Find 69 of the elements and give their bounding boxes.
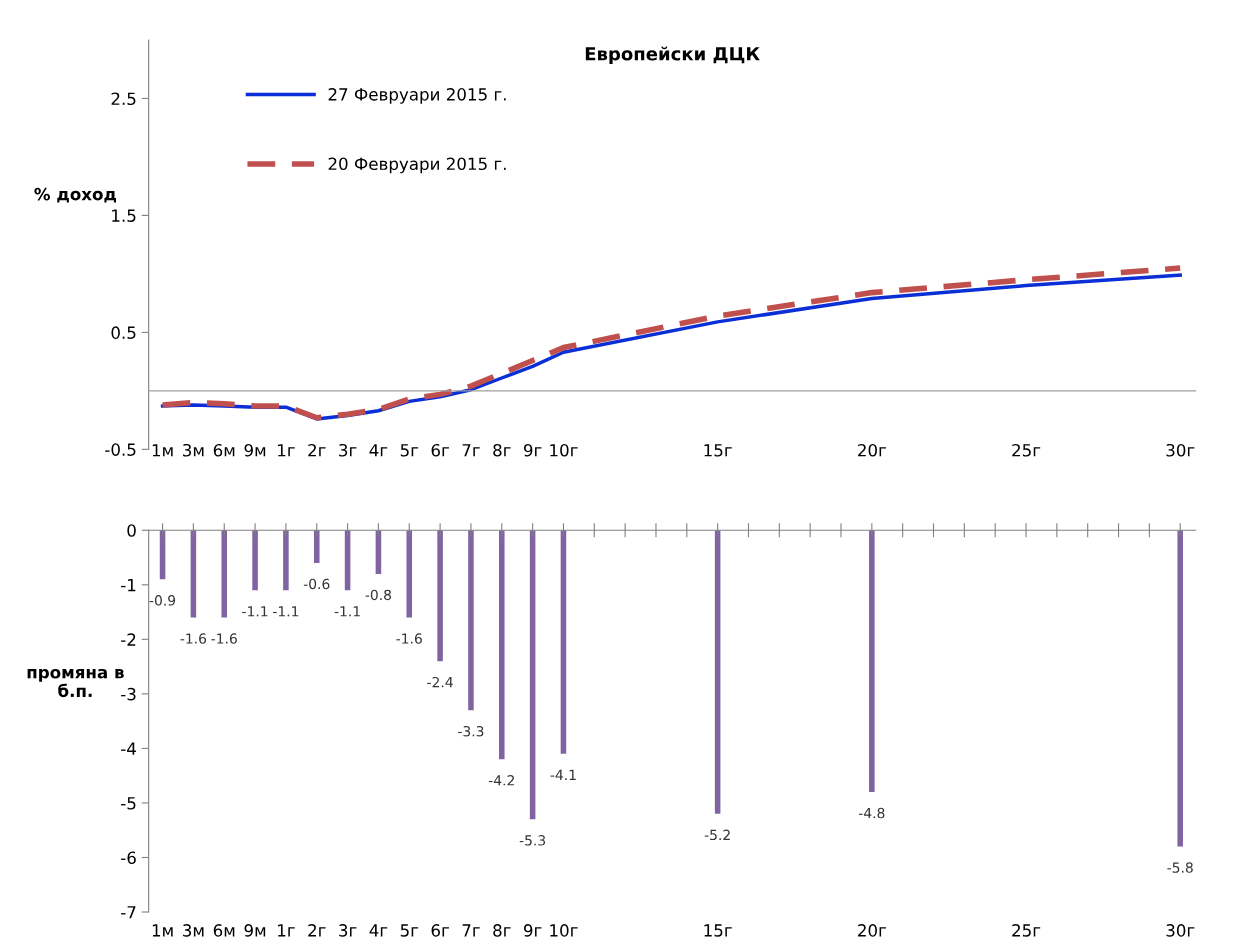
- data-label: -1.6: [211, 633, 237, 644]
- x-tick-label: 6г: [431, 924, 449, 937]
- x-tick-label: 15г: [704, 444, 732, 457]
- y-tick-label: -5: [121, 797, 136, 810]
- data-label: -0.6: [303, 578, 330, 590]
- legend-label: 27 Февруари 2015 г.: [328, 88, 506, 104]
- x-tick-label: 5г: [400, 924, 419, 937]
- data-label: -3.3: [458, 725, 484, 737]
- x-tick-label: 30г: [1166, 924, 1195, 937]
- x-tick-label: 3м: [183, 443, 204, 457]
- x-tick-label: 25г: [1012, 443, 1041, 457]
- y-tick-label: -0.5: [105, 443, 136, 456]
- x-tick-label: 10г: [550, 443, 578, 457]
- x-tick-label: 10г: [550, 924, 578, 937]
- x-tick-label: 8г: [493, 924, 511, 937]
- x-tick-label: 25г: [1012, 924, 1041, 937]
- y-tick-label: -1: [121, 578, 136, 592]
- x-tick-label: 3м: [183, 924, 204, 937]
- y-tick-label: 2.5: [111, 92, 136, 106]
- data-label: -5.2: [704, 829, 730, 841]
- legend-label: 20 Февруари 2015 г.: [328, 157, 506, 174]
- data-label: -1.6: [396, 633, 422, 644]
- y-tick-label: -2: [121, 633, 136, 646]
- x-tick-label: 1м: [152, 444, 173, 457]
- data-label: -5.3: [519, 835, 546, 846]
- x-tick-label: 2г: [308, 443, 326, 457]
- data-label: -0.8: [365, 589, 392, 601]
- x-tick-label: 7г: [462, 444, 480, 457]
- data-label: -1.6: [180, 633, 207, 644]
- x-tick-label: 6м: [213, 443, 235, 457]
- x-tick-label: 1г: [278, 444, 295, 457]
- x-tick-label: 4г: [369, 444, 388, 457]
- data-label: -0.9: [149, 595, 176, 606]
- x-tick-label: 6г: [431, 443, 449, 457]
- x-tick-label: 6м: [213, 924, 235, 937]
- x-tick-label: 9м: [244, 443, 266, 457]
- x-tick-label: 9м: [244, 924, 266, 937]
- x-tick-label: 30г: [1166, 443, 1195, 457]
- y-tick-label: 0: [127, 524, 136, 537]
- y-tick-label: -4: [121, 742, 136, 755]
- x-tick-label: 3г: [339, 443, 357, 457]
- y-tick-label: -7: [121, 906, 136, 919]
- x-tick-label: 9г: [523, 443, 542, 457]
- y-tick-label: -3: [121, 687, 136, 701]
- y-tick-label: 0.5: [111, 326, 136, 339]
- x-tick-label: 8г: [493, 443, 511, 457]
- x-tick-label: 5г: [400, 444, 419, 457]
- x-tick-label: 20г: [858, 924, 886, 937]
- data-label: -4.1: [550, 769, 576, 780]
- data-label: -1.1: [273, 606, 299, 617]
- data-label: -4.8: [858, 807, 885, 819]
- x-tick-label: 7г: [462, 924, 480, 937]
- chart-title: Европейски ДЦК: [585, 46, 760, 65]
- x-tick-label: 2г: [308, 924, 326, 937]
- y-tick-label: 1.5: [112, 209, 136, 222]
- x-tick-label: 9г: [523, 924, 542, 937]
- data-label: -2.4: [427, 676, 453, 688]
- y-axis-title: % доход: [34, 187, 116, 203]
- x-tick-label: 4г: [369, 924, 388, 937]
- data-label: -1.1: [242, 606, 268, 617]
- y-tick-label: -6: [121, 851, 136, 865]
- x-tick-label: 3г: [339, 924, 357, 937]
- x-tick-label: 1м: [152, 924, 173, 937]
- data-label: -5.8: [1167, 862, 1193, 873]
- x-tick-label: 20г: [858, 443, 886, 457]
- data-label: -4.2: [488, 775, 514, 786]
- data-label: -1.1: [334, 606, 360, 617]
- x-tick-label: 15г: [704, 924, 732, 937]
- x-tick-label: 1г: [278, 924, 295, 937]
